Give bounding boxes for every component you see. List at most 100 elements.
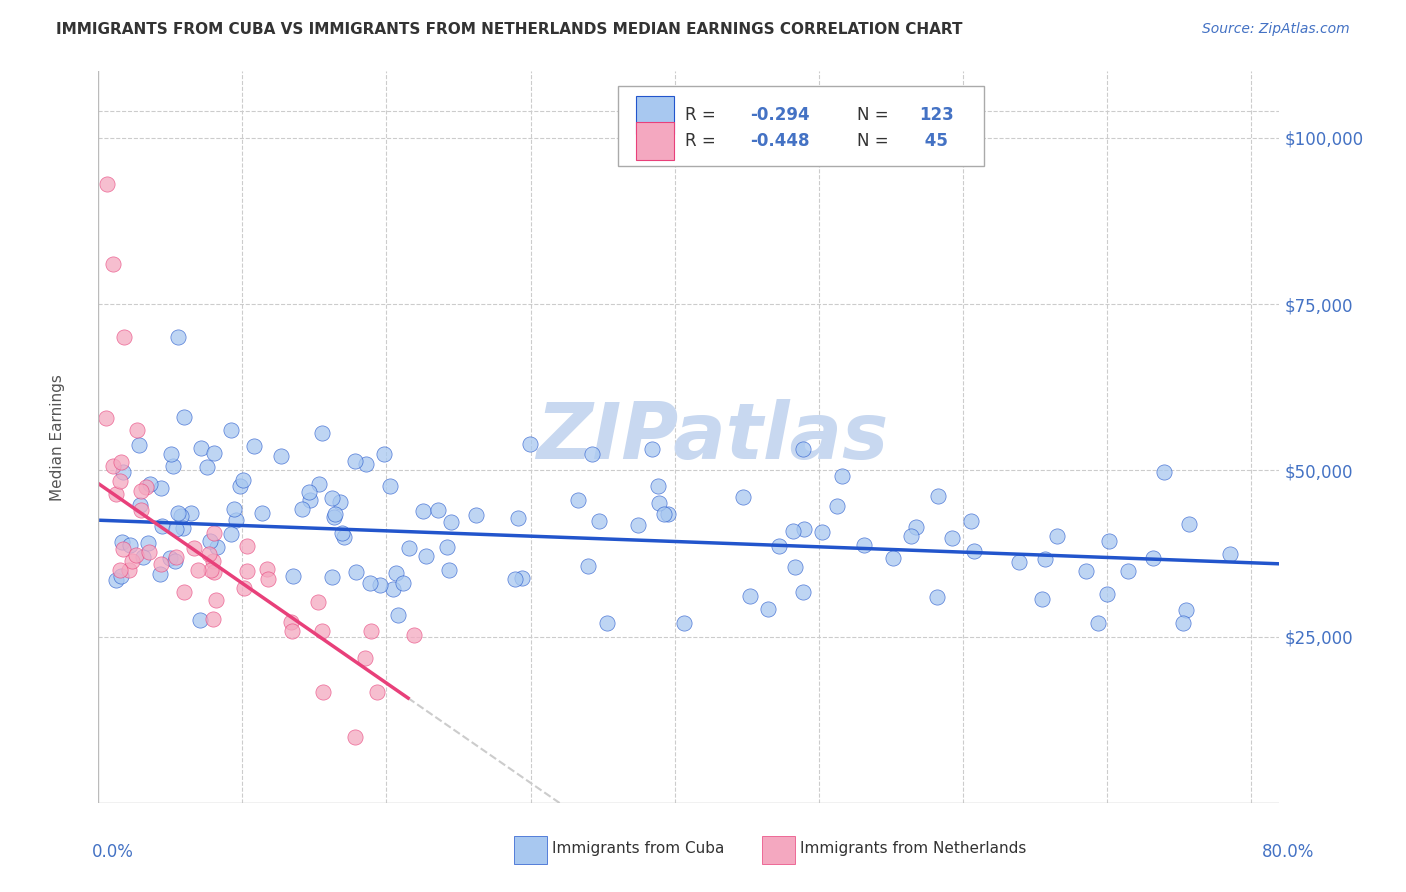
Point <box>150 519 173 533</box>
Point <box>503 572 526 586</box>
Point <box>202 526 225 541</box>
Point <box>343 731 366 745</box>
Point <box>131 549 153 564</box>
Point <box>398 541 420 555</box>
Point <box>1173 616 1195 631</box>
Point <box>882 551 904 566</box>
Point <box>962 543 984 558</box>
Point <box>576 558 599 573</box>
Point <box>322 510 344 524</box>
Point <box>354 457 377 471</box>
Point <box>232 473 254 487</box>
Point <box>136 536 159 550</box>
Point <box>195 460 218 475</box>
Point <box>159 551 181 566</box>
FancyBboxPatch shape <box>619 86 984 167</box>
Point <box>391 576 413 591</box>
Point <box>853 538 876 552</box>
Point <box>831 468 853 483</box>
Text: N =: N = <box>856 106 894 124</box>
Point <box>108 563 131 577</box>
Point <box>641 442 664 457</box>
Point <box>941 531 963 545</box>
Point <box>1087 616 1109 631</box>
Point <box>506 510 529 524</box>
Point <box>1116 564 1139 578</box>
Point <box>190 441 212 455</box>
Point <box>1219 547 1241 561</box>
Point <box>270 449 292 463</box>
Point <box>128 437 150 451</box>
Point <box>166 330 188 344</box>
Point <box>198 547 221 561</box>
Text: 0.0%: 0.0% <box>91 843 134 861</box>
Point <box>581 447 603 461</box>
Point <box>110 455 132 469</box>
Point <box>811 524 834 539</box>
Point <box>740 589 762 603</box>
Point <box>236 539 259 553</box>
Point <box>647 496 669 510</box>
Point <box>200 563 222 577</box>
Point <box>129 498 152 512</box>
Point <box>173 585 195 599</box>
Point <box>437 563 460 577</box>
Point <box>228 479 250 493</box>
Point <box>202 446 225 460</box>
Point <box>1175 602 1198 616</box>
Point <box>131 503 153 517</box>
Point <box>321 491 343 506</box>
Point <box>205 541 228 555</box>
Text: 123: 123 <box>920 106 955 124</box>
Point <box>1095 587 1118 601</box>
Point <box>165 522 187 536</box>
Point <box>308 476 330 491</box>
Point <box>298 485 321 500</box>
Point <box>793 522 815 536</box>
Point <box>330 526 353 541</box>
Point <box>1008 556 1031 570</box>
Point <box>436 540 458 554</box>
Point <box>172 521 194 535</box>
Text: N =: N = <box>856 132 894 150</box>
Point <box>135 480 157 494</box>
Text: Immigrants from Netherlands: Immigrants from Netherlands <box>800 841 1026 856</box>
Point <box>323 507 346 521</box>
Point <box>219 423 242 437</box>
Text: Source: ZipAtlas.com: Source: ZipAtlas.com <box>1202 22 1350 37</box>
Point <box>768 539 790 553</box>
Point <box>1033 552 1056 566</box>
Point <box>1178 517 1201 532</box>
Point <box>588 514 610 528</box>
Point <box>201 554 224 568</box>
Point <box>283 569 305 583</box>
Point <box>1098 533 1121 548</box>
Point <box>960 514 983 528</box>
Point <box>792 585 814 599</box>
Point <box>121 554 143 568</box>
Point <box>163 554 186 568</box>
Point <box>465 508 488 523</box>
Point <box>166 506 188 520</box>
Point <box>782 524 804 538</box>
Point <box>110 569 132 583</box>
Point <box>205 593 228 607</box>
FancyBboxPatch shape <box>515 836 547 863</box>
Point <box>733 491 755 505</box>
Point <box>657 507 679 521</box>
Point <box>381 582 404 596</box>
Point <box>647 479 669 493</box>
Text: Immigrants from Cuba: Immigrants from Cuba <box>553 841 724 856</box>
Point <box>150 481 173 495</box>
Point <box>307 594 329 608</box>
Point <box>202 565 225 579</box>
Point <box>904 520 927 534</box>
Point <box>257 573 280 587</box>
Point <box>125 548 148 562</box>
Point <box>652 507 675 521</box>
Point <box>758 601 780 615</box>
Point <box>105 573 128 587</box>
Point <box>311 624 333 638</box>
Point <box>149 566 172 581</box>
Point <box>1142 551 1164 566</box>
